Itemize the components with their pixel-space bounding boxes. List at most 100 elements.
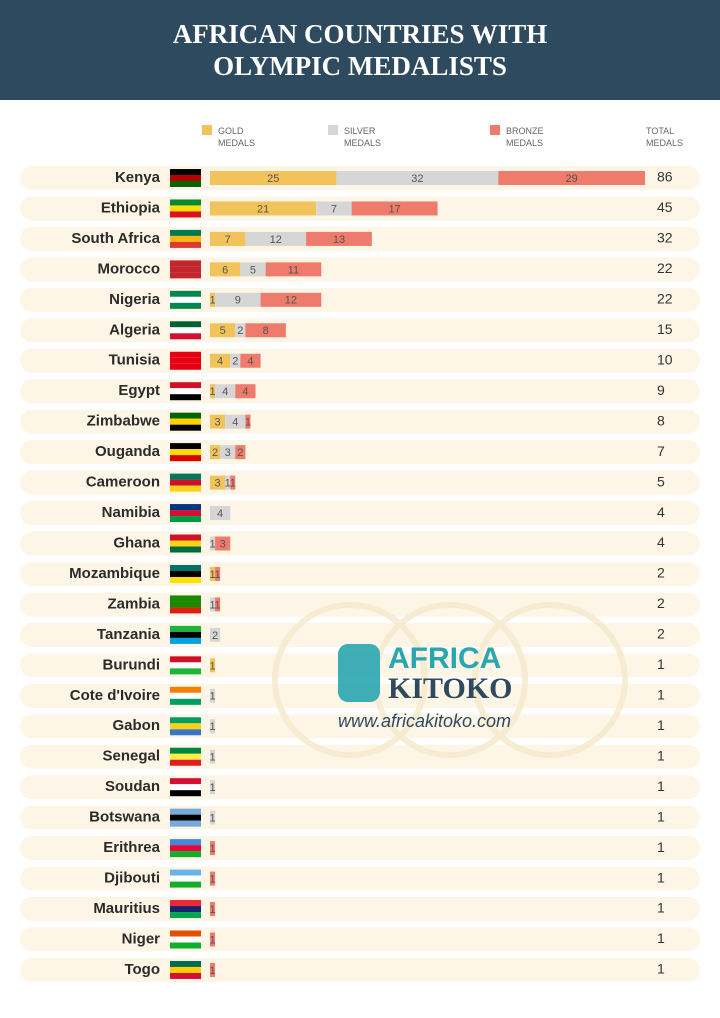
bar-segment (210, 932, 216, 947)
bar-segment (265, 262, 322, 277)
value-label: 25 (267, 173, 279, 185)
flag (170, 296, 201, 303)
value-label: 1 (209, 873, 215, 885)
flag (170, 363, 201, 370)
country-label: Djibouti (104, 870, 160, 887)
total-label: 2 (657, 565, 665, 581)
flag (170, 382, 201, 389)
value-label: 2 (237, 325, 243, 337)
flag (170, 485, 201, 492)
flag (170, 717, 201, 724)
legend-swatch (490, 125, 500, 135)
flag (170, 199, 201, 206)
bar-segment (210, 566, 216, 581)
flag (170, 272, 201, 279)
flag (170, 229, 201, 236)
bar-segment (215, 536, 231, 551)
value-label: 3 (220, 538, 226, 550)
country-label: Mauritius (93, 900, 160, 917)
bar-segment (225, 414, 246, 429)
total-label: 1 (657, 687, 665, 703)
total-label: 1 (657, 656, 665, 672)
flag (170, 814, 201, 821)
flag (170, 443, 201, 450)
bar-segment (210, 627, 221, 642)
country-label: Zimbabwe (87, 413, 160, 430)
chart-title: AFRICAN COUNTRIES WITH OLYMPIC MEDALISTS (172, 19, 548, 81)
bar-segment (230, 475, 236, 490)
bar-segment (260, 292, 322, 307)
value-label: 1 (209, 934, 215, 946)
flag (170, 455, 201, 462)
flag (170, 686, 201, 693)
bar-segment (210, 658, 216, 673)
flag (170, 479, 201, 486)
bar-segment (306, 231, 372, 246)
legend-swatch (328, 125, 338, 135)
bar-segment (245, 231, 307, 246)
flag (170, 747, 201, 754)
bar-segment (240, 262, 266, 277)
flag (170, 698, 201, 705)
value-label: 1 (209, 843, 215, 855)
total-label: 22 (657, 260, 673, 276)
flag (170, 175, 201, 181)
flag (170, 936, 201, 943)
flag (170, 601, 201, 608)
total-label: 32 (657, 230, 673, 246)
flag (170, 546, 201, 553)
country-label: Togo (124, 961, 160, 978)
flag (170, 333, 201, 340)
flag (170, 881, 201, 888)
row-band (20, 957, 700, 982)
total-label: 8 (657, 412, 665, 428)
bar-segment (210, 780, 216, 795)
bar-segment (210, 475, 226, 490)
country-label: Niger (122, 930, 161, 947)
value-label: 7 (331, 203, 337, 215)
bar-segment (210, 871, 216, 886)
flag (170, 851, 201, 858)
total-label: 1 (657, 747, 665, 763)
brand: KITOKO (388, 672, 512, 705)
value-label: 13 (333, 234, 345, 246)
value-label: 1 (209, 660, 215, 672)
flag (170, 540, 201, 547)
flag (170, 357, 201, 364)
bar-segment (210, 353, 231, 368)
flag (170, 668, 201, 675)
value-label: 1 (209, 538, 215, 550)
value-label: 1 (209, 752, 215, 764)
country-label: Senegal (102, 748, 160, 765)
flag (170, 631, 201, 638)
bar-segment (235, 445, 246, 460)
bar-segment (210, 902, 216, 917)
country-label: Nigeria (109, 291, 161, 308)
flag (170, 570, 201, 577)
value-label: 3 (215, 478, 221, 490)
flag (170, 625, 201, 632)
bar-segment (245, 414, 251, 429)
total-label: 5 (657, 473, 665, 489)
value-label: 8 (263, 325, 269, 337)
flag (170, 394, 201, 401)
value-label: 29 (566, 173, 578, 185)
bar-segment (498, 171, 645, 185)
header (0, 0, 720, 100)
country-label: South Africa (71, 230, 160, 247)
total-label: 22 (657, 291, 673, 307)
bar-segment (210, 292, 216, 307)
flag (170, 181, 201, 187)
bar-segment (215, 597, 221, 612)
country-label: Gabon (113, 717, 161, 734)
value-label: 3 (215, 417, 221, 429)
flag (170, 290, 201, 297)
total-label: 10 (657, 351, 673, 367)
flag (170, 211, 201, 218)
flag (170, 564, 201, 571)
flag (170, 753, 201, 760)
bar-segment (336, 171, 499, 185)
flag (170, 449, 201, 456)
flag (170, 388, 201, 395)
